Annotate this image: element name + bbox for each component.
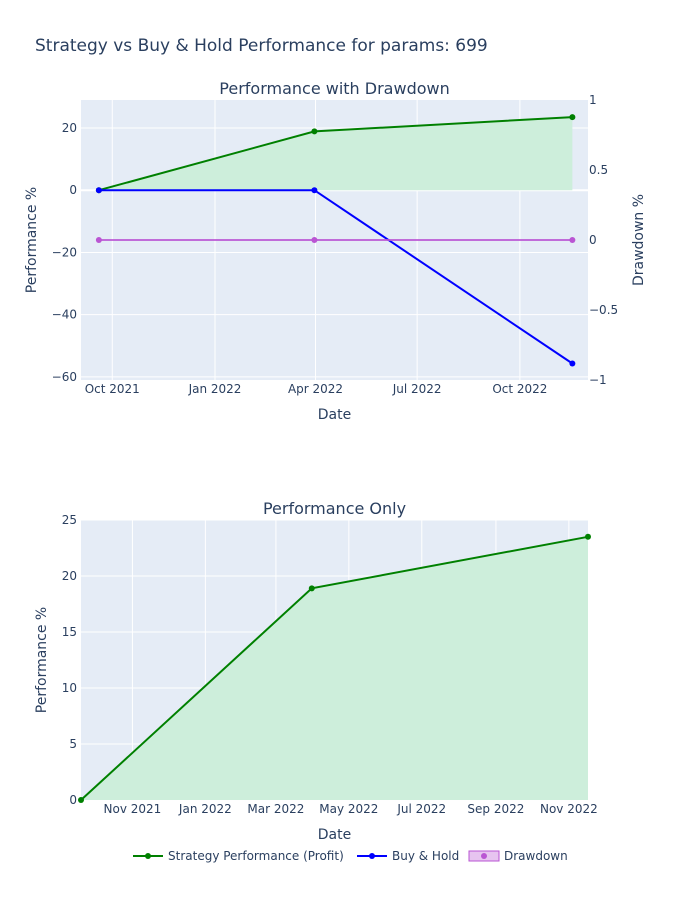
- legend-item: Drawdown: [468, 849, 568, 863]
- y-tick-label: 15: [62, 625, 77, 639]
- series-area-fill: [98, 117, 573, 191]
- data-point: [569, 360, 576, 367]
- y2-axis-title: Drawdown %: [631, 194, 647, 286]
- y2-tick-label: 0.5: [589, 163, 608, 177]
- y-axis-title: Performance %: [24, 187, 40, 293]
- data-point: [569, 237, 576, 243]
- y-tick-label: 0: [69, 183, 77, 197]
- y2-tick-label: 1: [589, 93, 597, 107]
- y2-tick-label: −0.5: [589, 303, 618, 317]
- y-tick-label: −60: [52, 370, 77, 384]
- x-axis-title: Date: [318, 407, 351, 423]
- chart-panel-1: Oct 2021 Jan 2022 Apr 2022 Jul 2022 Oct 2022…: [24, 79, 647, 423]
- data-point: [311, 128, 318, 135]
- legend-label: Strategy Performance (Profit): [168, 849, 344, 863]
- x-tick-label: Sep 2022: [467, 802, 524, 816]
- legend-marker: [369, 853, 375, 859]
- x-tick-label: Nov 2022: [540, 802, 598, 816]
- y-tick-label: 0: [69, 793, 77, 807]
- x-tick-label: Jul 2022: [392, 382, 442, 396]
- legend-marker: [145, 853, 151, 859]
- y-axis-title: Performance %: [34, 607, 50, 713]
- legend-item: Buy & Hold: [357, 849, 459, 863]
- x-tick-label: Jan 2022: [188, 382, 242, 396]
- x-tick-label: Nov 2021: [104, 802, 162, 816]
- legend-label: Drawdown: [504, 849, 568, 863]
- data-point: [569, 114, 576, 121]
- data-point: [308, 585, 315, 592]
- series-area-fill: [81, 536, 588, 800]
- y-tick-label: −40: [52, 308, 77, 322]
- data-point: [95, 187, 102, 194]
- x-axis-title: Date: [318, 827, 351, 843]
- data-point: [78, 797, 84, 803]
- y-tick-label: 10: [62, 681, 77, 695]
- x-tick-label: May 2022: [319, 802, 378, 816]
- data-point: [311, 237, 318, 243]
- data-point: [95, 237, 102, 243]
- x-tick-label: Mar 2022: [247, 802, 304, 816]
- chart-main-title: Strategy vs Buy & Hold Performance for p…: [35, 36, 488, 56]
- y2-tick-label: 0: [589, 233, 597, 247]
- x-tick-label: Jul 2022: [396, 802, 446, 816]
- chart-panel-2: Nov 2021 Jan 2022 Mar 2022 May 2022 Jul 2022…: [34, 499, 598, 843]
- data-point: [585, 533, 591, 540]
- y-tick-label: 20: [62, 121, 77, 135]
- legend-label: Buy & Hold: [392, 849, 459, 863]
- y-tick-label: 25: [62, 513, 77, 527]
- y2-tick-label: −1: [589, 373, 607, 387]
- legend-item: Strategy Performance (Profit): [133, 849, 344, 863]
- y-tick-label: 5: [69, 737, 77, 751]
- y-tick-label: −20: [52, 245, 77, 259]
- legend-marker: [481, 853, 487, 859]
- y-tick-label: 20: [62, 569, 77, 583]
- x-tick-label: Oct 2022: [492, 382, 547, 396]
- subplot-title: Performance with Drawdown: [219, 79, 449, 98]
- x-tick-label: Jan 2022: [178, 802, 232, 816]
- data-point: [311, 187, 318, 194]
- chart-legend: Strategy Performance (Profit) Buy & Hold D…: [133, 849, 568, 863]
- subplot-title: Performance Only: [263, 499, 406, 518]
- x-tick-label: Apr 2022: [288, 382, 343, 396]
- x-tick-label: Oct 2021: [85, 382, 140, 396]
